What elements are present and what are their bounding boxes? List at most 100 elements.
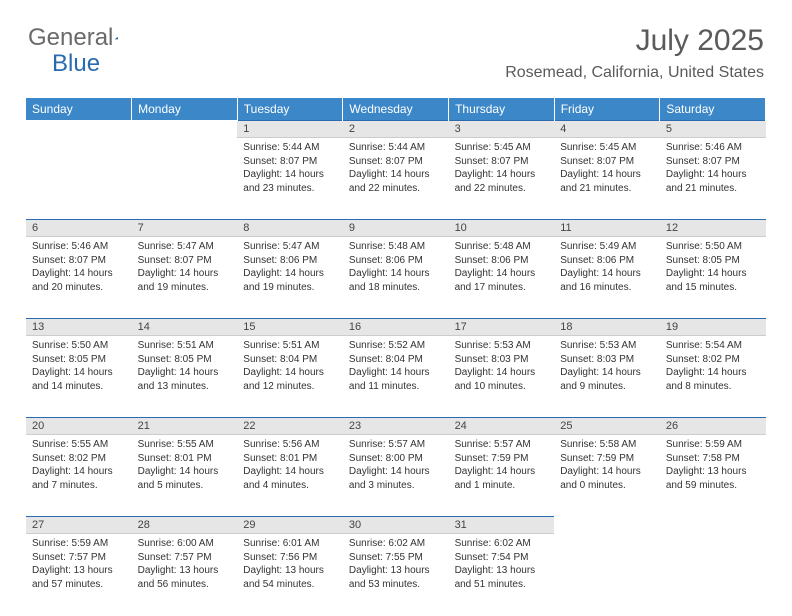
daynum-row: 2728293031 xyxy=(26,517,766,534)
day-number-cell: 9 xyxy=(343,220,449,237)
day-number-cell: 25 xyxy=(554,418,660,435)
daylight-text: Daylight: 14 hours and 23 minutes. xyxy=(243,168,337,195)
day-number-cell: 21 xyxy=(132,418,238,435)
sunrise-text: Sunrise: 6:02 AM xyxy=(455,537,549,551)
sunrise-text: Sunrise: 5:46 AM xyxy=(32,240,126,254)
sunrise-text: Sunrise: 5:50 AM xyxy=(666,240,760,254)
sunset-text: Sunset: 8:07 PM xyxy=(138,254,232,268)
weekday-header: Saturday xyxy=(660,98,766,121)
daylight-text: Daylight: 14 hours and 13 minutes. xyxy=(138,366,232,393)
sunrise-text: Sunrise: 5:54 AM xyxy=(666,339,760,353)
daylight-text: Daylight: 14 hours and 1 minute. xyxy=(455,465,549,492)
sunset-text: Sunset: 8:02 PM xyxy=(666,353,760,367)
day-number-cell: 30 xyxy=(343,517,449,534)
day-cell: Sunrise: 5:47 AMSunset: 8:07 PMDaylight:… xyxy=(132,237,238,319)
day-cell: Sunrise: 5:46 AMSunset: 8:07 PMDaylight:… xyxy=(660,138,766,220)
sunrise-text: Sunrise: 5:47 AM xyxy=(243,240,337,254)
sunset-text: Sunset: 7:58 PM xyxy=(666,452,760,466)
week-row: Sunrise: 5:59 AMSunset: 7:57 PMDaylight:… xyxy=(26,534,766,616)
daylight-text: Daylight: 14 hours and 10 minutes. xyxy=(455,366,549,393)
day-number-cell: 12 xyxy=(660,220,766,237)
day-cell: Sunrise: 5:57 AMSunset: 7:59 PMDaylight:… xyxy=(449,435,555,517)
day-cell xyxy=(660,534,766,616)
sunset-text: Sunset: 7:54 PM xyxy=(455,551,549,565)
day-cell: Sunrise: 5:52 AMSunset: 8:04 PMDaylight:… xyxy=(343,336,449,418)
day-number-cell xyxy=(132,121,238,138)
day-number-cell xyxy=(660,517,766,534)
location-text: Rosemead, California, United States xyxy=(505,64,764,82)
sunrise-text: Sunrise: 6:02 AM xyxy=(349,537,443,551)
day-cell: Sunrise: 5:50 AMSunset: 8:05 PMDaylight:… xyxy=(660,237,766,319)
weekday-header: Tuesday xyxy=(237,98,343,121)
sunrise-text: Sunrise: 5:45 AM xyxy=(560,141,654,155)
sunset-text: Sunset: 8:03 PM xyxy=(560,353,654,367)
day-cell: Sunrise: 5:59 AMSunset: 7:57 PMDaylight:… xyxy=(26,534,132,616)
day-cell: Sunrise: 5:53 AMSunset: 8:03 PMDaylight:… xyxy=(449,336,555,418)
daylight-text: Daylight: 13 hours and 53 minutes. xyxy=(349,564,443,591)
day-cell: Sunrise: 5:54 AMSunset: 8:02 PMDaylight:… xyxy=(660,336,766,418)
day-cell: Sunrise: 5:46 AMSunset: 8:07 PMDaylight:… xyxy=(26,237,132,319)
week-row: Sunrise: 5:44 AMSunset: 8:07 PMDaylight:… xyxy=(26,138,766,220)
day-number-cell: 1 xyxy=(237,121,343,138)
day-number-cell: 19 xyxy=(660,319,766,336)
day-cell: Sunrise: 5:45 AMSunset: 8:07 PMDaylight:… xyxy=(554,138,660,220)
sunrise-text: Sunrise: 5:59 AM xyxy=(32,537,126,551)
day-number-cell: 15 xyxy=(237,319,343,336)
daylight-text: Daylight: 13 hours and 56 minutes. xyxy=(138,564,232,591)
day-cell xyxy=(554,534,660,616)
sunset-text: Sunset: 7:56 PM xyxy=(243,551,337,565)
sunrise-text: Sunrise: 6:00 AM xyxy=(138,537,232,551)
daylight-text: Daylight: 14 hours and 22 minutes. xyxy=(349,168,443,195)
day-cell: Sunrise: 5:55 AMSunset: 8:02 PMDaylight:… xyxy=(26,435,132,517)
day-number-cell: 3 xyxy=(449,121,555,138)
daylight-text: Daylight: 14 hours and 22 minutes. xyxy=(455,168,549,195)
calendar-table: Sunday Monday Tuesday Wednesday Thursday… xyxy=(26,98,766,616)
daylight-text: Daylight: 14 hours and 4 minutes. xyxy=(243,465,337,492)
day-number-cell: 2 xyxy=(343,121,449,138)
daylight-text: Daylight: 14 hours and 5 minutes. xyxy=(138,465,232,492)
day-cell xyxy=(26,138,132,220)
day-number-cell: 17 xyxy=(449,319,555,336)
daynum-row: 13141516171819 xyxy=(26,319,766,336)
day-number-cell: 5 xyxy=(660,121,766,138)
daylight-text: Daylight: 14 hours and 19 minutes. xyxy=(138,267,232,294)
sunset-text: Sunset: 7:59 PM xyxy=(560,452,654,466)
title-block: July 2025 Rosemead, California, United S… xyxy=(505,24,764,82)
sunrise-text: Sunrise: 5:45 AM xyxy=(455,141,549,155)
day-cell: Sunrise: 5:50 AMSunset: 8:05 PMDaylight:… xyxy=(26,336,132,418)
daylight-text: Daylight: 14 hours and 8 minutes. xyxy=(666,366,760,393)
day-number-cell: 22 xyxy=(237,418,343,435)
day-cell: Sunrise: 6:01 AMSunset: 7:56 PMDaylight:… xyxy=(237,534,343,616)
day-cell: Sunrise: 5:57 AMSunset: 8:00 PMDaylight:… xyxy=(343,435,449,517)
day-number-cell: 28 xyxy=(132,517,238,534)
sunrise-text: Sunrise: 5:58 AM xyxy=(560,438,654,452)
daylight-text: Daylight: 14 hours and 11 minutes. xyxy=(349,366,443,393)
sunrise-text: Sunrise: 5:47 AM xyxy=(138,240,232,254)
day-cell: Sunrise: 6:02 AMSunset: 7:54 PMDaylight:… xyxy=(449,534,555,616)
day-number-cell: 10 xyxy=(449,220,555,237)
sunset-text: Sunset: 8:07 PM xyxy=(455,155,549,169)
sunset-text: Sunset: 8:06 PM xyxy=(243,254,337,268)
sunrise-text: Sunrise: 5:48 AM xyxy=(455,240,549,254)
day-number-cell: 29 xyxy=(237,517,343,534)
weekday-header: Sunday xyxy=(26,98,132,121)
sunset-text: Sunset: 8:07 PM xyxy=(349,155,443,169)
brand-logo: General Blue xyxy=(28,24,137,52)
brand-part1: General xyxy=(28,24,113,52)
day-cell: Sunrise: 6:02 AMSunset: 7:55 PMDaylight:… xyxy=(343,534,449,616)
sunset-text: Sunset: 8:00 PM xyxy=(349,452,443,466)
day-cell xyxy=(132,138,238,220)
daylight-text: Daylight: 14 hours and 15 minutes. xyxy=(666,267,760,294)
sunrise-text: Sunrise: 6:01 AM xyxy=(243,537,337,551)
sunrise-text: Sunrise: 5:51 AM xyxy=(243,339,337,353)
daylight-text: Daylight: 14 hours and 14 minutes. xyxy=(32,366,126,393)
day-number-cell: 20 xyxy=(26,418,132,435)
daynum-row: 12345 xyxy=(26,121,766,138)
sunrise-text: Sunrise: 5:57 AM xyxy=(349,438,443,452)
day-number-cell: 6 xyxy=(26,220,132,237)
day-cell: Sunrise: 5:49 AMSunset: 8:06 PMDaylight:… xyxy=(554,237,660,319)
sunset-text: Sunset: 8:06 PM xyxy=(455,254,549,268)
sunrise-text: Sunrise: 5:53 AM xyxy=(455,339,549,353)
day-number-cell: 7 xyxy=(132,220,238,237)
daylight-text: Daylight: 14 hours and 16 minutes. xyxy=(560,267,654,294)
